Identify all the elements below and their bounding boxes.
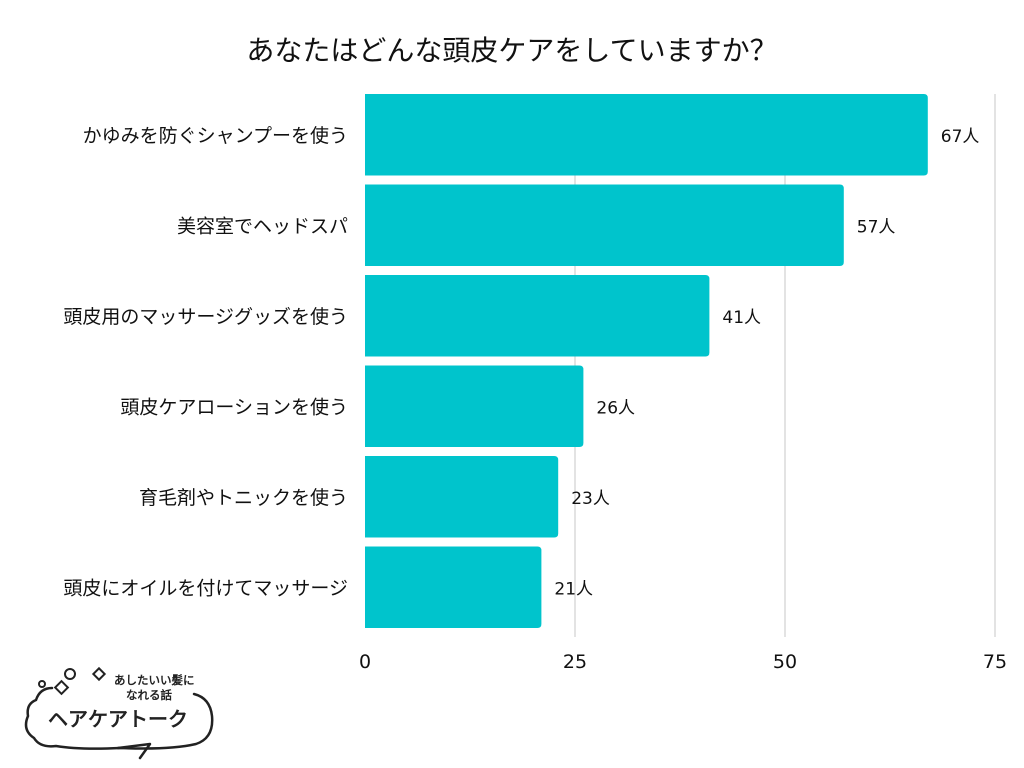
bar (365, 94, 928, 176)
logo-tagline-line1: あしたいい髪に (114, 673, 195, 687)
logo-sparkle-diamond-icon (53, 679, 70, 696)
logo-sparkle-circle-icon (38, 680, 46, 688)
logo-tagline-line2: なれる話 (126, 688, 172, 702)
category-label: 頭皮ケアローションを使う (120, 396, 348, 418)
bar (365, 365, 584, 447)
category-label: 頭皮用のマッサージグッズを使う (63, 306, 348, 328)
value-label: 23人 (571, 489, 610, 509)
category-label: かゆみを防ぐシャンプーを使う (83, 125, 348, 147)
value-label: 67人 (941, 127, 980, 147)
chart-title: あなたはどんな頭皮ケアをしていますか？ (246, 34, 777, 67)
logo-speech-bubble-icon (24, 686, 214, 750)
bar (365, 184, 844, 266)
logo-name: ヘアケアトーク (48, 707, 188, 731)
x-axis-tick-labels: 0 25 50 75 (359, 651, 1007, 673)
x-tick-label: 25 (563, 651, 587, 673)
category-label: 頭皮にオイルを付けてマッサージ (63, 577, 348, 599)
value-label: 41人 (722, 308, 761, 328)
bar (365, 456, 559, 538)
category-label: 美容室でヘッドスパ (177, 215, 348, 237)
x-tick-label: 75 (983, 651, 1007, 673)
hair-care-talk-logo: あしたいい髪に なれる話 ヘアケアトーク (24, 666, 214, 760)
logo-sparkle-circle-icon (64, 668, 76, 680)
bar (365, 275, 710, 357)
x-tick-label: 50 (773, 651, 797, 673)
value-label: 26人 (596, 398, 635, 418)
category-label: 育毛剤やトニックを使う (139, 487, 348, 509)
bar (365, 546, 542, 628)
logo-sparkle-diamond-icon (91, 666, 107, 682)
value-label: 21人 (554, 579, 593, 599)
value-labels: 67人 57人 41人 26人 23人 21人 (554, 127, 979, 600)
x-tick-label: 0 (359, 651, 371, 673)
value-label: 57人 (857, 217, 896, 237)
logo-bubble-tail-icon (116, 742, 152, 760)
category-labels: かゆみを防ぐシャンプーを使う美容室でヘッドスパ頭皮用のマッサージグッズを使う頭皮… (63, 125, 348, 600)
bars (365, 94, 928, 628)
